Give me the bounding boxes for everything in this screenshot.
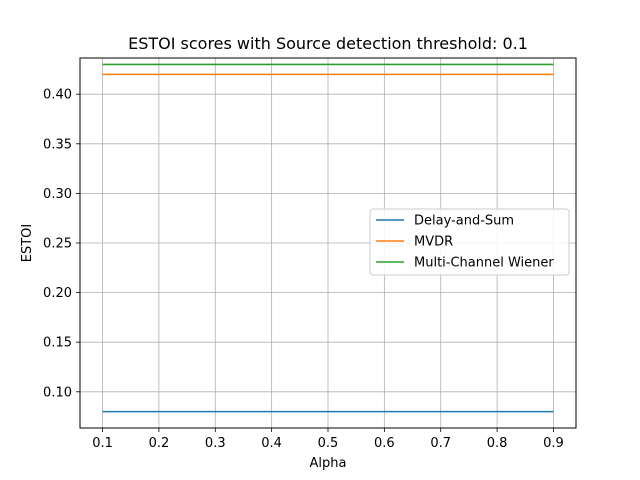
y-tick-label: 0.15: [43, 336, 72, 351]
y-tick-label: 0.30: [43, 187, 72, 202]
chart-title: ESTOI scores with Source detection thres…: [128, 34, 528, 53]
legend-label: Delay-and-Sum: [414, 214, 514, 229]
y-tick-label: 0.25: [43, 237, 72, 252]
y-tick-label: 0.40: [43, 88, 72, 103]
legend-label: Multi-Channel Wiener: [414, 256, 554, 271]
y-tick-label: 0.35: [43, 137, 72, 152]
x-tick-label: 0.7: [430, 436, 451, 451]
x-tick-label: 0.4: [261, 436, 282, 451]
legend: Delay-and-Sum MVDR Multi-Channel Wiener: [369, 208, 570, 276]
x-tick-label: 0.5: [318, 436, 339, 451]
x-tick-label: 0.8: [487, 436, 508, 451]
legend-box: [369, 208, 570, 276]
x-tick-label: 0.2: [149, 436, 170, 451]
x-axis: 0.1 0.2 0.3 0.4 0.5 0.6 0.7 0.8 0.9: [92, 428, 564, 451]
x-tick-label: 0.6: [374, 436, 395, 451]
y-tick-label: 0.10: [43, 385, 72, 400]
legend-label: MVDR: [414, 235, 453, 250]
x-axis-label: Alpha: [310, 456, 347, 471]
x-tick-label: 0.3: [205, 436, 226, 451]
y-tick-label: 0.20: [43, 286, 72, 301]
x-tick-label: 0.9: [543, 436, 564, 451]
x-tick-label: 0.1: [92, 436, 113, 451]
y-axis: 0.10 0.15 0.20 0.25 0.30 0.35 0.40: [43, 88, 80, 400]
series-lines: [102, 63, 554, 413]
y-axis-label: ESTOI: [20, 224, 35, 262]
